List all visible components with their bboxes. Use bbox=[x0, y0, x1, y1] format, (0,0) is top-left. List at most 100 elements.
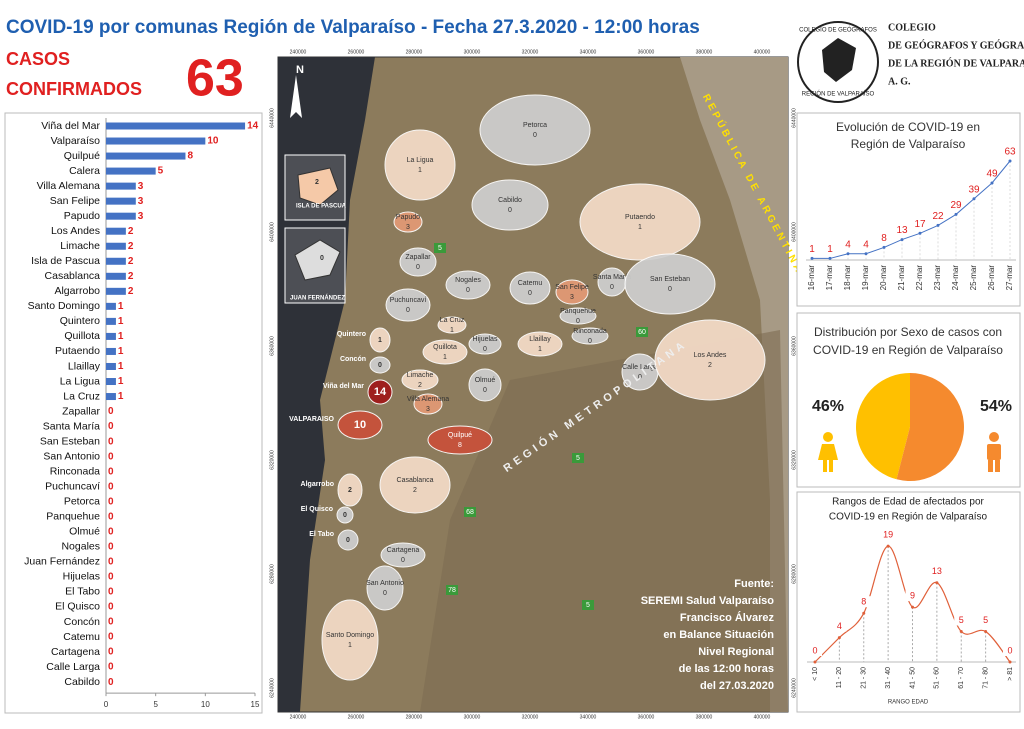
label-box bbox=[808, 645, 822, 656]
logo-text: REGIÓN DE VALPARAÍSO bbox=[802, 91, 875, 98]
point bbox=[959, 630, 963, 633]
x-tick-label: 26-mar bbox=[987, 265, 996, 291]
point bbox=[990, 181, 994, 185]
coord-label: 300000 bbox=[464, 49, 481, 55]
value-label: 63 bbox=[1004, 147, 1016, 158]
category-label: Nogales bbox=[61, 541, 100, 553]
category-label: Calle Larga bbox=[46, 661, 100, 673]
comuna-area bbox=[559, 307, 597, 325]
x-tick-label: 22-mar bbox=[915, 265, 924, 291]
coord-label: 380000 bbox=[696, 49, 713, 55]
chart-title: Rangos de Edad de afectados por bbox=[832, 497, 984, 508]
bar bbox=[106, 347, 116, 355]
comuna-name: Rinconada bbox=[573, 328, 607, 335]
value-label: 3 bbox=[138, 196, 144, 207]
point bbox=[1008, 159, 1012, 163]
comuna-count: 0 bbox=[466, 287, 470, 294]
category-label: Puchuncaví bbox=[45, 481, 100, 493]
point bbox=[886, 544, 890, 548]
coord-label: 360000 bbox=[638, 49, 655, 55]
chart-title: Evolución de COVID-19 en bbox=[836, 120, 980, 134]
comuna-count: 0 bbox=[401, 557, 405, 564]
comuna-name: Nogales bbox=[455, 277, 481, 284]
source-line: Francisco Álvarez bbox=[680, 611, 775, 624]
comuna-name: Villa Alemana bbox=[407, 396, 449, 403]
point bbox=[911, 605, 914, 609]
point bbox=[837, 636, 841, 640]
value-label: 1 bbox=[809, 244, 815, 255]
cases-label: CASOS bbox=[6, 49, 70, 69]
road-number: 78 bbox=[448, 587, 456, 594]
value-label: 4 bbox=[845, 239, 851, 250]
value-label: 8 bbox=[881, 233, 887, 244]
x-tick-label: 71 - 80 bbox=[982, 667, 989, 689]
category-label: Quilpué bbox=[64, 150, 100, 162]
comuna-area bbox=[337, 529, 359, 551]
coord-label: 6360000 bbox=[269, 336, 275, 356]
cases-label: CONFIRMADOS bbox=[6, 79, 142, 99]
bar bbox=[106, 257, 126, 265]
bar bbox=[106, 167, 156, 175]
male-icon bbox=[987, 432, 1001, 472]
comuna-count: 1 bbox=[450, 327, 454, 334]
value-label: 2 bbox=[128, 226, 134, 237]
value-label: 0 bbox=[108, 526, 114, 537]
category-label: Villa Alemana bbox=[37, 180, 101, 192]
comuna-area bbox=[517, 331, 563, 357]
x-tick-label: 0 bbox=[104, 700, 109, 709]
comuna-area bbox=[369, 327, 391, 353]
comuna-area bbox=[367, 379, 393, 405]
category-label: San Felipe bbox=[50, 195, 100, 207]
value-label: 0 bbox=[812, 645, 817, 655]
x-tick-label: < 10 bbox=[812, 667, 819, 681]
value-label: 9 bbox=[910, 590, 915, 600]
chart-title: Distribución por Sexo de casos con bbox=[814, 325, 1002, 339]
bar bbox=[106, 227, 126, 235]
value-label: 0 bbox=[108, 677, 114, 688]
road-number: 5 bbox=[586, 602, 590, 609]
label-box bbox=[929, 565, 944, 577]
comuna-count: 10 bbox=[354, 419, 366, 431]
comuna-name: San Esteban bbox=[650, 276, 690, 283]
comuna-name: Catemu bbox=[518, 280, 543, 287]
value-label: 39 bbox=[968, 184, 980, 195]
value-label: 2 bbox=[128, 241, 134, 252]
comuna-area bbox=[337, 410, 383, 440]
coord-label: 6240000 bbox=[791, 678, 797, 698]
point bbox=[813, 660, 817, 664]
value-label: 5 bbox=[983, 615, 988, 625]
comuna-area bbox=[366, 565, 404, 611]
comuna-count: 3 bbox=[570, 294, 574, 301]
comuna-name: Hijuelas bbox=[473, 336, 498, 343]
chart-title: COVID-19 en Región de Valparaíso bbox=[813, 343, 1003, 357]
inset-count: 2 bbox=[315, 179, 319, 186]
point bbox=[954, 212, 958, 216]
comuna-name: Llaillay bbox=[529, 336, 551, 343]
comuna-area bbox=[380, 542, 426, 568]
x-tick-label: 51 - 60 bbox=[934, 667, 941, 689]
comuna-count: 1 bbox=[348, 642, 352, 649]
coord-label: 6280000 bbox=[269, 564, 275, 584]
bar bbox=[106, 272, 126, 280]
comuna-name: Puchuncaví bbox=[390, 297, 427, 304]
comuna-count: 1 bbox=[538, 346, 542, 353]
source-line: de las 12:00 horas bbox=[679, 663, 774, 675]
comuna-name: Olmué bbox=[475, 377, 496, 384]
category-label: La Cruz bbox=[63, 390, 100, 402]
comuna-count: 0 bbox=[576, 318, 580, 325]
point bbox=[1008, 660, 1012, 664]
label-box bbox=[856, 596, 871, 608]
comuna-count: 0 bbox=[483, 346, 487, 353]
coord-label: 320000 bbox=[522, 714, 539, 720]
comuna-area bbox=[369, 356, 391, 374]
category-label: Zapallar bbox=[62, 405, 100, 417]
comuna-name: San Felipe bbox=[555, 284, 589, 291]
bar bbox=[106, 242, 126, 250]
coord-label: 6240000 bbox=[269, 678, 275, 698]
value-label: 0 bbox=[108, 572, 114, 583]
comuna-area bbox=[509, 271, 551, 305]
comuna-name: Santa María bbox=[593, 274, 631, 281]
coord-label: 260000 bbox=[348, 714, 365, 720]
bar bbox=[106, 317, 116, 325]
value-label: 46% bbox=[812, 398, 844, 415]
